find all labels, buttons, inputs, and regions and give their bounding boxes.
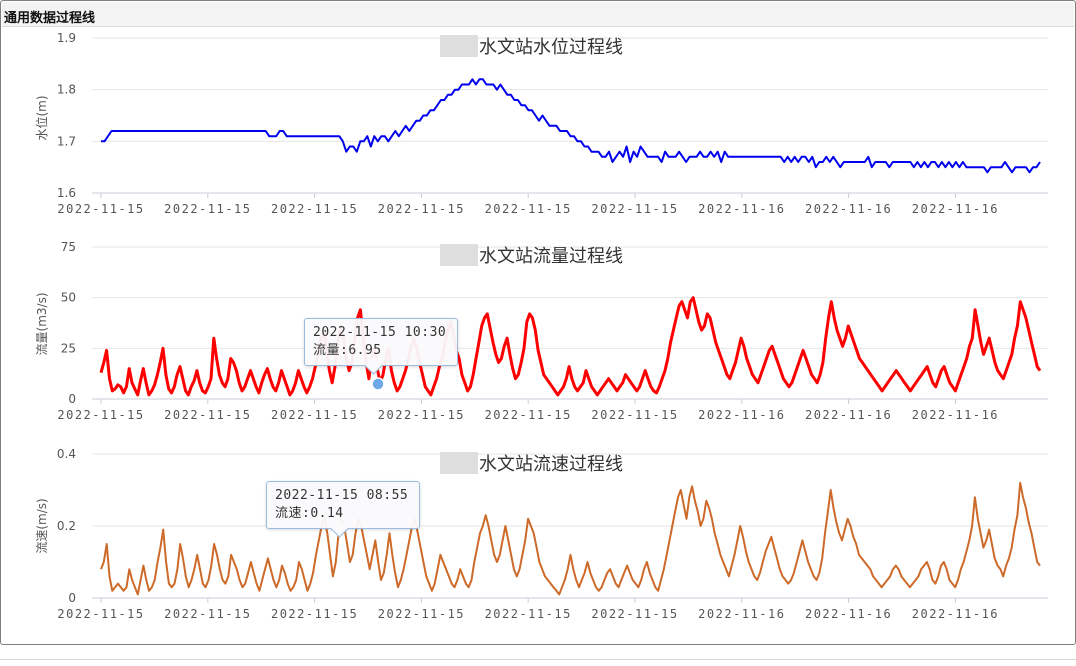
speed-xtick-label: 2022-11-16 [912,607,999,621]
speed-xtick-label: 2022-11-15 [591,607,678,621]
level-xticks: 2022-11-15 2022-11-15 2022-11-15 2022-11-15… [57,202,999,216]
flow-ytick-label: 25 [61,341,76,355]
window-titlebar: 通用数据过程线 [2,2,1074,27]
level-ylabel: 水位(m) [34,95,49,140]
flow-xtick-label: 2022-11-15 [271,408,358,422]
level-axes [92,192,1048,198]
flow-xtick-label: 2022-11-15 [57,408,144,422]
flow-yticks: 0 25 50 75 [61,240,76,406]
chart-window: 通用数据过程线 [0,0,1076,645]
speed-xtick-label: 2022-11-16 [698,607,785,621]
flow-ytick-label: 75 [61,240,76,254]
flow-xtick-label: 2022-11-15 [591,408,678,422]
speed-tooltip-value: 流速:0.14 [275,506,344,521]
window-title: 通用数据过程线 [4,11,96,26]
flow-tooltip-time: 2022-11-15 10:30 [313,325,447,340]
level-series-line [101,78,1041,174]
speed-title: 水文站流速过程线 [479,454,623,475]
speed-tooltip-time: 2022-11-15 08:55 [275,488,409,503]
flow-xtick-label: 2022-11-16 [698,408,785,422]
flow-xtick-label: 2022-11-16 [912,408,999,422]
flow-tooltip-value: 流量:6.95 [313,343,382,358]
speed-axes [92,597,1048,603]
flow-title-mask [440,244,478,266]
flow-xtick-label: 2022-11-15 [485,408,572,422]
speed-xticks: 2022-11-15 2022-11-15 2022-11-15 2022-11-15… [57,607,999,621]
speed-grid [92,453,1048,527]
level-yticks: 1.6 1.7 1.8 1.9 [57,31,76,200]
speed-xtick-label: 2022-11-15 [57,607,144,621]
speed-xtick-label: 2022-11-16 [805,607,892,621]
speed-xtick-label: 2022-11-15 [164,607,251,621]
level-xtick-label: 2022-11-15 [591,202,678,216]
flow-title: 水文站流量过程线 [479,246,623,267]
level-title: 水文站水位过程线 [479,37,623,58]
flow-series-line [99,296,1042,397]
level-xtick-label: 2022-11-16 [912,202,999,216]
speed-ylabel: 流速(m/s) [35,498,49,553]
speed-xtick-label: 2022-11-15 [485,607,572,621]
level-ytick-label: 1.9 [57,31,76,45]
flow-axes [92,398,1048,404]
level-xtick-label: 2022-11-15 [271,202,358,216]
speed-yticks: 0 0.2 0.4 [57,447,76,605]
speed-ytick-label: 0.2 [57,519,76,533]
bottom-divider [0,659,1076,660]
level-xtick-label: 2022-11-15 [485,202,572,216]
speed-series-line [100,481,1041,596]
speed-chart[interactable]: 水文站流速过程线 流速(m/s) 00.20.4 2022-11-15 2022-… [35,447,1048,621]
speed-title-mask [440,452,478,474]
speed-xtick-label: 2022-11-15 [271,607,358,621]
flow-xtick-label: 2022-11-15 [164,408,251,422]
speed-xtick-label: 2022-11-15 [378,607,465,621]
bottom-strip [0,645,1076,666]
level-xtick-label: 2022-11-15 [378,202,465,216]
level-title-mask [440,35,478,57]
level-ytick-label: 1.6 [57,186,76,200]
charts-canvas[interactable]: 水文站水位过程线 水位(m) 1.61.71.81.9 2022-11-15 20… [0,0,1076,645]
level-ytick-label: 1.8 [57,83,76,97]
level-xtick-label: 2022-11-15 [57,202,144,216]
flow-highlight-point[interactable] [371,377,385,391]
speed-ytick-label: 0.4 [57,447,76,461]
flow-ytick-label: 0 [68,392,76,406]
flow-ylabel: 流量(m3/s) [35,293,49,356]
level-grid [92,37,1048,142]
flow-grid [92,246,1048,349]
flow-xticks: 2022-11-15 2022-11-15 2022-11-15 2022-11-15… [57,408,999,422]
level-xtick-label: 2022-11-16 [805,202,892,216]
flow-xtick-label: 2022-11-15 [378,408,465,422]
level-xtick-label: 2022-11-15 [164,202,251,216]
speed-tooltip: 2022-11-15 08:55 流速:0.14 [266,481,420,538]
flow-ytick-label: 50 [61,291,76,305]
speed-ytick-label: 0 [68,591,76,605]
level-ytick-label: 1.7 [57,134,76,148]
flow-xtick-label: 2022-11-16 [805,408,892,422]
flow-tooltip: 2022-11-15 10:30 流量:6.95 [304,318,458,375]
level-xtick-label: 2022-11-16 [698,202,785,216]
level-chart[interactable]: 水文站水位过程线 水位(m) 1.61.71.81.9 2022-11-15 20… [34,31,1048,216]
